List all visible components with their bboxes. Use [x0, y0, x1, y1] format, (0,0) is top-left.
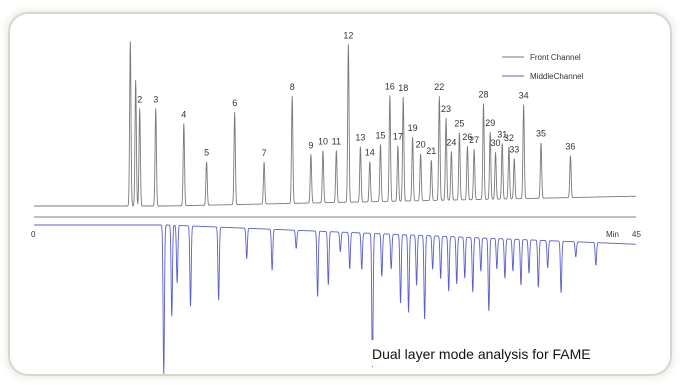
caption-box: Dual layer mode analysis for FAME: [366, 340, 658, 366]
legend-label-front-channel: Front Channel: [530, 53, 581, 62]
peak-label-23: 23: [441, 104, 451, 114]
chart-frame: 2 3 4 5 6 7 8 9 10 11 12 13 14 15 16 17 18 19 20 21 22 23 24 25…: [10, 14, 670, 374]
peak-label-16: 16: [385, 82, 395, 92]
peak-label-25: 25: [454, 119, 464, 129]
peak-label-36: 36: [565, 142, 575, 152]
x-tick-label-0: 0: [31, 230, 36, 239]
peak-label-8: 8: [290, 82, 295, 92]
front-channel-trace: [34, 41, 637, 207]
middle-channel-trace: [34, 224, 637, 374]
peak-label-6: 6: [232, 98, 237, 108]
peak-label-21: 21: [426, 146, 436, 156]
peak-label-29: 29: [485, 118, 495, 128]
chart-caption: Dual layer mode analysis for FAME: [372, 346, 591, 362]
peak-label-19: 19: [408, 123, 418, 133]
peak-label-30: 30: [490, 138, 500, 148]
time-axis: 0 Min 45: [31, 216, 641, 239]
peak-label-3: 3: [153, 95, 158, 105]
peak-label-17: 17: [393, 132, 403, 142]
caption-background: [366, 340, 658, 366]
peak-label-34: 34: [519, 91, 529, 101]
peak-label-11: 11: [332, 136, 341, 146]
peak-label-26: 26: [462, 132, 472, 142]
peak-label-13: 13: [355, 133, 365, 143]
peak-label-10: 10: [318, 137, 328, 147]
legend-label-middle-channel: MiddleChannel: [530, 72, 584, 81]
peak-label-4: 4: [181, 109, 186, 119]
peak-label-2: 2: [137, 95, 142, 105]
peak-label-5: 5: [204, 148, 209, 158]
middle-channel-layer: [34, 224, 637, 374]
x-axis-unit-label: Min: [606, 230, 619, 239]
peak-label-9: 9: [308, 140, 313, 150]
peak-label-32: 32: [504, 133, 514, 143]
legend: Front Channel MiddleChannel: [502, 53, 584, 81]
peak-label-35: 35: [536, 129, 546, 139]
peak-label-31: 31: [497, 130, 507, 140]
peak-label-27: 27: [469, 135, 479, 145]
peak-label-14: 14: [365, 148, 375, 158]
peak-label-20: 20: [416, 140, 426, 150]
peak-label-28: 28: [478, 90, 488, 100]
peak-label-7: 7: [262, 148, 267, 158]
peak-label-15: 15: [375, 130, 385, 140]
peak-label-33: 33: [509, 144, 519, 154]
x-tick-label-45: 45: [632, 230, 641, 239]
peak-label-22: 22: [434, 82, 444, 92]
peak-label-12: 12: [343, 30, 353, 40]
peak-label-24: 24: [446, 137, 456, 147]
peak-label-18: 18: [398, 83, 408, 93]
